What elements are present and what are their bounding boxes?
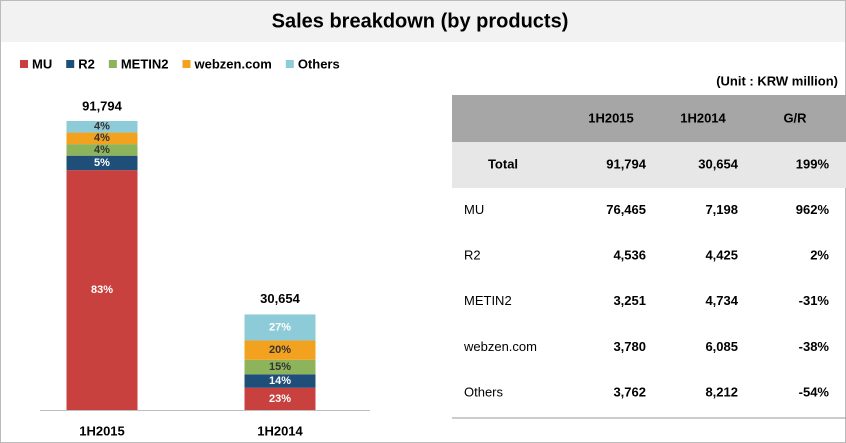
table-cell: 199%	[796, 156, 830, 171]
bar-segment	[66, 132, 138, 145]
table-row-label: METIN2	[464, 293, 512, 308]
legend-swatch	[108, 60, 117, 68]
table-cell: 4,734	[705, 293, 738, 308]
title: Sales breakdown (by products)	[272, 10, 569, 32]
table-header: G/R	[783, 110, 807, 125]
segment-label: 5%	[94, 157, 110, 169]
legend-label: webzen.com	[194, 56, 272, 71]
bar-segment	[244, 359, 316, 375]
table-header-bg	[452, 95, 846, 142]
table-cell: 2%	[810, 248, 829, 263]
bar-segment	[244, 387, 316, 410]
table-cell: 6,085	[705, 339, 738, 354]
bar-segment	[244, 374, 316, 388]
table-cell: 3,762	[613, 384, 646, 399]
x-tick-label: 1H2014	[257, 423, 303, 438]
bar-segment	[66, 155, 138, 171]
table-cell: 3,251	[613, 293, 646, 308]
segment-label: 27%	[269, 321, 291, 333]
table-cell: 4,425	[705, 248, 738, 263]
segment-label: 4%	[94, 144, 110, 156]
table-cell: 7,198	[705, 202, 738, 217]
table-cell: -31%	[799, 293, 830, 308]
legend-swatch	[285, 60, 294, 68]
table-row-label: webzen.com	[463, 339, 537, 354]
bar-total: 30,654	[260, 291, 301, 306]
segment-label: 14%	[269, 375, 291, 387]
x-tick-label: 1H2015	[79, 423, 125, 438]
legend-label: Others	[298, 56, 340, 71]
table-cell: 91,794	[606, 156, 647, 171]
bar-segment	[66, 144, 138, 156]
table-cell: 3,780	[613, 339, 646, 354]
bar-segment	[244, 340, 316, 360]
table-cell: 4,536	[613, 248, 646, 263]
legend-swatch	[20, 60, 28, 68]
table-cell: 962%	[796, 202, 830, 217]
unit-note: (Unit : KRW million)	[716, 73, 838, 88]
table-total-label: Total	[488, 156, 518, 171]
segment-label: 23%	[269, 393, 291, 405]
legend-swatch	[182, 60, 191, 68]
table-row-label: Others	[464, 384, 504, 399]
table-cell: -38%	[799, 339, 830, 354]
table-header: 1H2015	[588, 110, 634, 125]
table-cell: 76,465	[606, 202, 646, 217]
table-cell: 8,212	[705, 384, 738, 399]
segment-label: 83%	[91, 284, 113, 296]
bar-segment	[66, 170, 138, 410]
table-cell: -54%	[799, 384, 830, 399]
bar-total: 91,794	[82, 98, 123, 113]
segment-label: 20%	[269, 344, 291, 356]
bar-segment	[244, 314, 316, 341]
table-header: 1H2014	[680, 110, 726, 125]
bar-segment	[66, 121, 138, 133]
legend-label: R2	[78, 56, 95, 71]
legend-label: MU	[32, 56, 52, 71]
table-row-label: MU	[464, 202, 484, 217]
segment-label: 4%	[94, 121, 110, 133]
table-cell: 30,654	[698, 156, 739, 171]
table-row-label: R2	[464, 248, 481, 263]
title-band	[0, 0, 846, 42]
segment-label: 4%	[94, 132, 110, 144]
legend-label: METIN2	[121, 56, 169, 71]
segment-label: 15%	[269, 361, 291, 373]
table-total-bg	[452, 142, 846, 188]
legend-swatch	[66, 60, 75, 68]
